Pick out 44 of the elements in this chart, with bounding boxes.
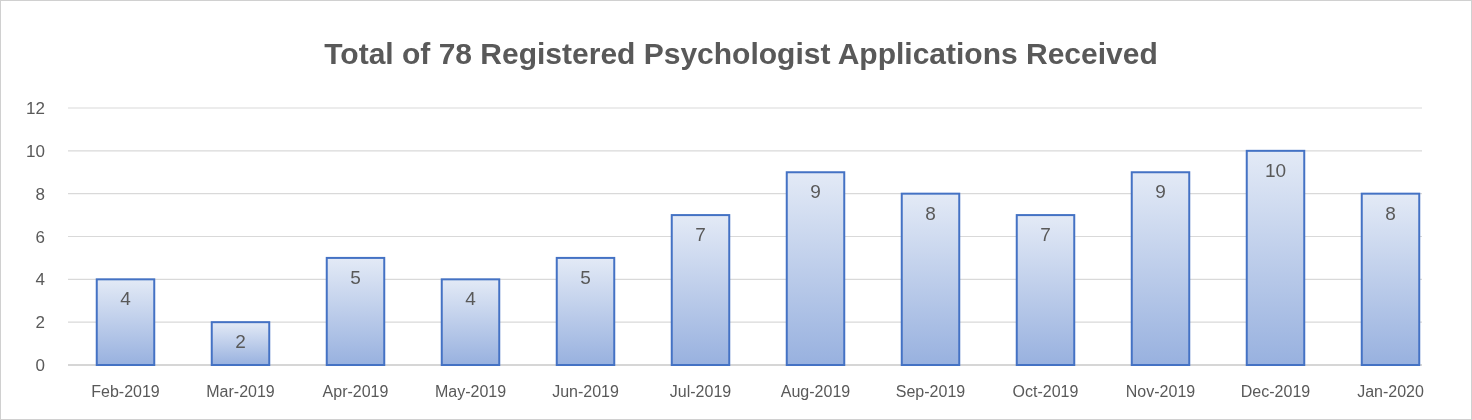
bar [555,256,616,366]
bar [670,214,731,366]
y-tick-label: 8 [35,184,45,204]
bar [900,192,961,366]
x-tick-label: Aug-2019 [780,383,851,400]
x-tick-label: Apr-2019 [322,383,389,400]
data-label: 7 [1040,224,1051,246]
bar [1245,149,1306,366]
y-tick-label: 0 [35,356,45,375]
data-label: 9 [1155,181,1166,203]
data-label: 8 [1385,202,1396,224]
data-label: 2 [235,331,246,353]
x-tick-label: Jun-2019 [552,383,619,400]
bar [325,256,386,366]
y-tick-label: 6 [35,227,45,247]
bar [785,171,846,366]
x-tick-label: Nov-2019 [1125,383,1196,400]
chart-title: Total of 78 Registered Psychologist Applications Received [324,37,1158,70]
x-tick-label: Feb-2019 [91,383,160,400]
x-tick-label: Mar-2019 [206,383,275,400]
data-label: 5 [580,266,591,288]
x-tick-label: Jan-2020 [1357,383,1424,400]
y-tick-label: 4 [35,270,45,290]
x-tick-label: Sep-2019 [895,383,966,400]
x-tick-label: Jul-2019 [669,383,732,400]
x-tick-label: Dec-2019 [1240,383,1311,400]
bar [440,278,501,366]
data-label: 9 [810,181,821,203]
x-tick-label: Oct-2019 [1012,383,1079,400]
y-tick-label: 10 [26,141,45,161]
y-tick-label: 12 [26,99,45,118]
bar [1130,171,1191,366]
bar [95,278,156,366]
data-label: 5 [350,266,361,288]
bar [1015,214,1076,366]
data-label: 7 [695,224,706,246]
y-tick-label: 2 [35,313,45,333]
data-label: 8 [925,202,936,224]
data-label: 4 [465,288,477,310]
x-tick-label: May-2019 [434,383,507,400]
data-label: 10 [1264,159,1287,181]
bar [1360,192,1421,366]
bar [210,321,271,366]
data-label: 4 [120,288,132,310]
